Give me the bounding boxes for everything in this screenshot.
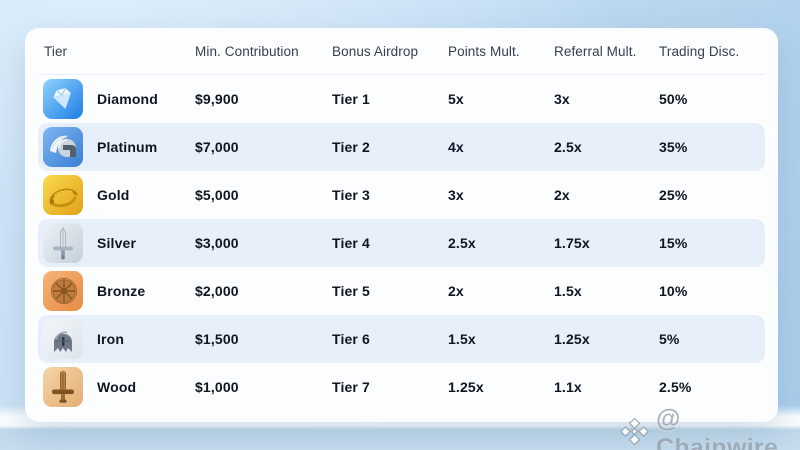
referral-mult-value: 2x <box>554 187 570 203</box>
bonus-airdrop-value: Tier 1 <box>332 91 370 107</box>
trading-disc-value: 15% <box>659 235 688 251</box>
referral-mult-value: 1.1x <box>554 379 582 395</box>
referral-mult-value: 1.5x <box>554 283 582 299</box>
column-header-min-contribution: Min. Contribution <box>195 43 299 59</box>
column-header-referral-mult: Referral Mult. <box>554 43 637 59</box>
watermark-label: @ Chainwire <box>656 405 779 450</box>
referral-mult-value: 3x <box>554 91 570 107</box>
referral-mult-value: 2.5x <box>554 139 582 155</box>
tier-name: Diamond <box>97 91 158 107</box>
diamond-gem-icon <box>43 79 83 119</box>
bonus-airdrop-value: Tier 4 <box>332 235 370 251</box>
bonus-airdrop-value: Tier 3 <box>332 187 370 203</box>
trading-disc-value: 50% <box>659 91 688 107</box>
points-mult-value: 2x <box>448 283 464 299</box>
min-contribution-value: $9,900 <box>195 91 239 107</box>
column-header-bonus-airdrop: Bonus Airdrop <box>332 43 419 59</box>
bonus-airdrop-value: Tier 6 <box>332 331 370 347</box>
bonus-airdrop-value: Tier 5 <box>332 283 370 299</box>
tier-name: Platinum <box>97 139 158 155</box>
tier-name: Iron <box>97 331 125 347</box>
referral-mult-value: 1.75x <box>554 235 590 251</box>
tier-name: Gold <box>97 187 130 203</box>
referral-mult-value: 1.25x <box>554 331 590 347</box>
iron-helmet-icon <box>43 319 83 359</box>
points-mult-value: 4x <box>448 139 464 155</box>
points-mult-value: 5x <box>448 91 464 107</box>
bonus-airdrop-value: Tier 7 <box>332 379 370 395</box>
min-contribution-value: $7,000 <box>195 139 239 155</box>
table-row-bronze: Bronze $2,000 Tier 5 2x 1.5x 10% <box>38 267 765 315</box>
winged-helmet-icon <box>43 127 83 167</box>
column-header-tier: Tier <box>44 43 68 59</box>
chainwire-diamond-logo-icon <box>620 417 649 450</box>
tier-name: Silver <box>97 235 137 251</box>
min-contribution-value: $2,000 <box>195 283 239 299</box>
table-row-gold: Gold $5,000 Tier 3 3x 2x 25% <box>38 171 765 219</box>
min-contribution-value: $1,000 <box>195 379 239 395</box>
table-header: Tier Min. Contribution Bonus Airdrop Poi… <box>38 28 765 75</box>
tier-name: Bronze <box>97 283 146 299</box>
points-mult-value: 3x <box>448 187 464 203</box>
tier-table-card: Tier Min. Contribution Bonus Airdrop Poi… <box>25 28 778 422</box>
trading-disc-value: 10% <box>659 283 688 299</box>
table-row-diamond: Diamond $9,900 Tier 1 5x 3x 50% <box>38 75 765 123</box>
chainwire-watermark: @ Chainwire <box>620 405 800 450</box>
table-row-silver: Silver $3,000 Tier 4 2.5x 1.75x 15% <box>38 219 765 267</box>
tier-name: Wood <box>97 379 137 395</box>
column-header-trading-disc: Trading Disc. <box>659 43 740 59</box>
column-header-points-mult: Points Mult. <box>448 43 520 59</box>
bronze-shield-icon <box>43 271 83 311</box>
min-contribution-value: $5,000 <box>195 187 239 203</box>
trading-disc-value: 25% <box>659 187 688 203</box>
bonus-airdrop-value: Tier 2 <box>332 139 370 155</box>
points-mult-value: 1.25x <box>448 379 484 395</box>
wooden-sword-icon <box>43 367 83 407</box>
min-contribution-value: $3,000 <box>195 235 239 251</box>
gold-wreath-icon <box>43 175 83 215</box>
table-row-platinum: Platinum $7,000 Tier 2 4x 2.5x 35% <box>38 123 765 171</box>
trading-disc-value: 2.5% <box>659 379 692 395</box>
table-row-wood: Wood $1,000 Tier 7 1.25x 1.1x 2.5% <box>38 363 765 411</box>
min-contribution-value: $1,500 <box>195 331 239 347</box>
points-mult-value: 1.5x <box>448 331 476 347</box>
points-mult-value: 2.5x <box>448 235 476 251</box>
trading-disc-value: 35% <box>659 139 688 155</box>
silver-sword-icon <box>43 223 83 263</box>
table-row-iron: Iron $1,500 Tier 6 1.5x 1.25x 5% <box>38 315 765 363</box>
trading-disc-value: 5% <box>659 331 680 347</box>
